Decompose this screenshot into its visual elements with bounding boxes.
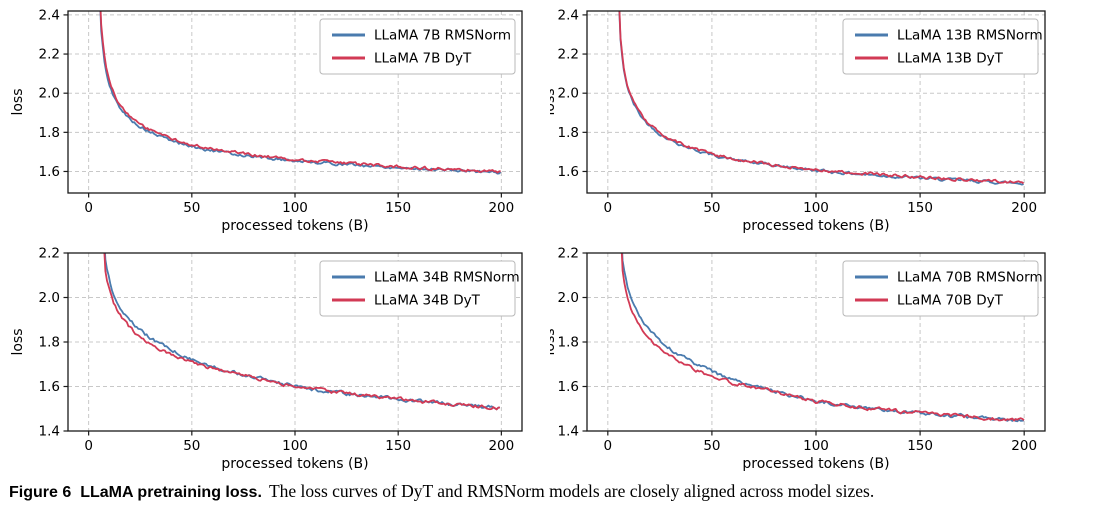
legend-label: LLaMA 13B RMSNorm xyxy=(897,28,1043,44)
figure-caption: Figure 6 LLaMA pretraining loss. The loss… xyxy=(0,474,1101,502)
caption-text: The loss curves of DyT and RMSNorm model… xyxy=(268,481,875,501)
y-axis-label: loss xyxy=(550,88,558,115)
x-axis-label: processed tokens (B) xyxy=(742,218,889,234)
x-tick-label: 150 xyxy=(385,438,411,454)
caption-label: Figure 6 xyxy=(9,484,72,501)
x-tick-label: 150 xyxy=(907,200,933,216)
x-tick-label: 0 xyxy=(84,438,93,454)
x-tick-label: 200 xyxy=(1011,200,1037,216)
x-tick-label: 0 xyxy=(604,200,613,216)
x-tick-label: 100 xyxy=(282,200,308,216)
x-tick-label: 150 xyxy=(907,438,933,454)
y-tick-label: 1.6 xyxy=(558,379,579,395)
y-tick-label: 1.6 xyxy=(558,164,579,180)
subplot-llama-70b: 0 50 100 150 200 1.4 1.6 1.8 2.0 2.2 processed tok… xyxy=(550,237,1101,474)
plots-grid: 0 50 100 150 200 1.6 1.8 2.0 2.2 2.4 processed tok… xyxy=(0,0,1101,474)
y-tick-label: 1.4 xyxy=(39,424,60,440)
y-tick-label: 1.6 xyxy=(39,164,60,180)
y-tick-label: 2.4 xyxy=(558,7,579,23)
legend xyxy=(842,260,1039,317)
series-line-rmsnorm xyxy=(621,253,1025,423)
y-axis-label: loss xyxy=(10,88,26,115)
x-tick-label: 100 xyxy=(282,438,308,454)
legend-label: LLaMA 70B DyT xyxy=(897,293,1004,309)
x-axis-label: processed tokens (B) xyxy=(221,456,368,472)
y-tick-label: 2.2 xyxy=(39,47,60,63)
x-axis-label: processed tokens (B) xyxy=(742,456,889,472)
legend-label: LLaMA 7B RMSNorm xyxy=(374,28,511,44)
y-tick-label: 2.0 xyxy=(39,86,60,102)
legend xyxy=(319,260,516,317)
series-line-dyt xyxy=(103,253,500,411)
legend-label: LLaMA 34B DyT xyxy=(374,293,481,309)
series-line-rmsnorm xyxy=(104,253,500,411)
x-tick-label: 200 xyxy=(1011,438,1037,454)
x-tick-label: 200 xyxy=(488,200,514,216)
y-tick-label: 2.2 xyxy=(558,47,579,63)
x-tick-label: 50 xyxy=(703,438,720,454)
x-tick-label: 50 xyxy=(183,438,200,454)
y-axis-label: loss xyxy=(10,328,26,355)
y-tick-label: 1.6 xyxy=(39,379,60,395)
y-tick-label: 2.0 xyxy=(558,86,579,102)
legend-label: LLaMA 13B DyT xyxy=(897,51,1004,67)
series-line-dyt xyxy=(618,11,1025,185)
y-axis-label: loss xyxy=(550,328,558,355)
x-tick-label: 0 xyxy=(604,438,613,454)
x-tick-label: 50 xyxy=(183,200,200,216)
x-axis-label: processed tokens (B) xyxy=(221,218,368,234)
x-tick-label: 0 xyxy=(84,200,93,216)
series-line-dyt xyxy=(620,253,1025,422)
x-tick-label: 100 xyxy=(803,438,829,454)
y-tick-label: 1.8 xyxy=(558,125,579,141)
legend xyxy=(842,18,1039,75)
x-tick-label: 50 xyxy=(703,200,720,216)
legend xyxy=(319,18,516,75)
y-tick-label: 1.8 xyxy=(558,335,579,351)
y-tick-label: 2.2 xyxy=(558,246,579,262)
caption-title: LLaMA pretraining loss. xyxy=(80,484,262,501)
y-tick-label: 1.4 xyxy=(558,424,579,440)
series-line-dyt xyxy=(99,11,501,174)
subplot-llama-7b: 0 50 100 150 200 1.6 1.8 2.0 2.2 2.4 processed tok… xyxy=(0,0,550,237)
subplot-llama-34b: 0 50 100 150 200 1.4 1.6 1.8 2.0 2.2 processed tok… xyxy=(0,237,550,474)
x-tick-label: 150 xyxy=(385,200,411,216)
x-tick-label: 100 xyxy=(803,200,829,216)
y-tick-label: 1.8 xyxy=(39,125,60,141)
y-tick-label: 2.4 xyxy=(39,7,60,23)
legend-label: LLaMA 7B DyT xyxy=(374,51,472,67)
y-tick-label: 2.0 xyxy=(558,290,579,306)
x-tick-label: 200 xyxy=(488,438,514,454)
legend-label: LLaMA 70B RMSNorm xyxy=(897,270,1043,286)
y-tick-label: 2.0 xyxy=(39,290,60,306)
subplot-llama-13b: 0 50 100 150 200 1.6 1.8 2.0 2.2 2.4 processed tok… xyxy=(550,0,1101,237)
y-tick-label: 2.2 xyxy=(39,246,60,262)
legend-label: LLaMA 34B RMSNorm xyxy=(374,270,520,286)
y-tick-label: 1.8 xyxy=(39,335,60,351)
